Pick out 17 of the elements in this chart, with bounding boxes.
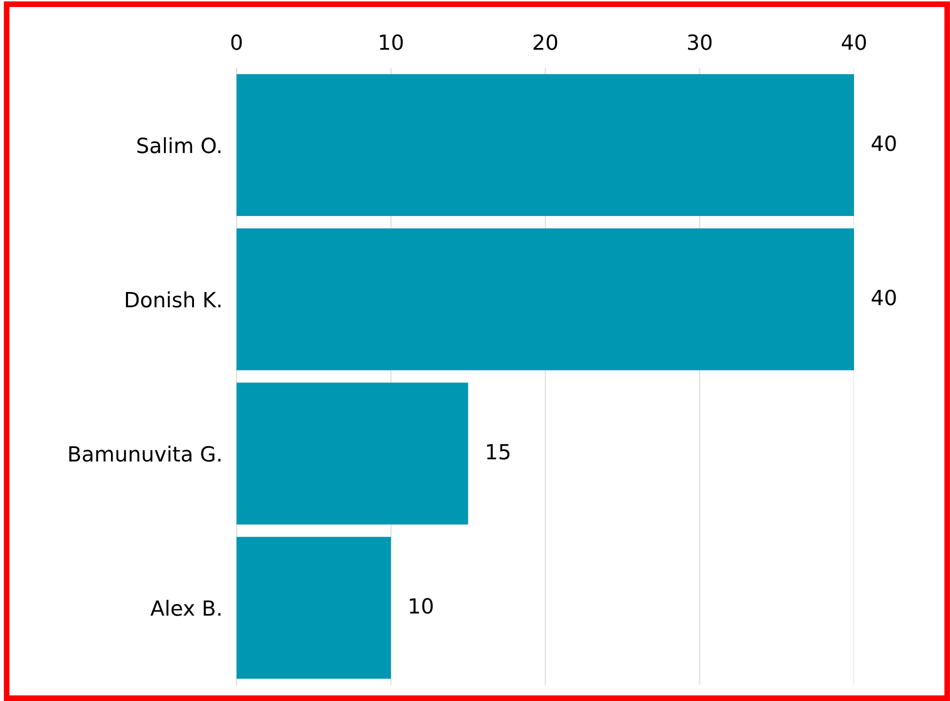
data-label: 15 <box>487 444 510 460</box>
x-tick-label: 40 <box>842 34 866 50</box>
x-tick-label: 20 <box>534 34 558 50</box>
bar <box>236 228 854 370</box>
x-tick-label: 0 <box>231 34 242 50</box>
bar <box>236 536 391 679</box>
data-label: 40 <box>872 135 896 152</box>
y-tick-label: Donish K. <box>126 291 220 308</box>
data-label: 40 <box>872 290 896 306</box>
x-tick-label: 10 <box>380 34 403 50</box>
y-tick-label: Salim O. <box>137 137 220 154</box>
y-tick-label: Bamunuvita G. <box>69 446 220 462</box>
bar <box>236 382 468 524</box>
bar <box>236 74 854 216</box>
y-tick-label: Alex B. <box>150 600 220 616</box>
data-label: 10 <box>410 598 433 614</box>
x-tick-label: 30 <box>688 34 712 50</box>
